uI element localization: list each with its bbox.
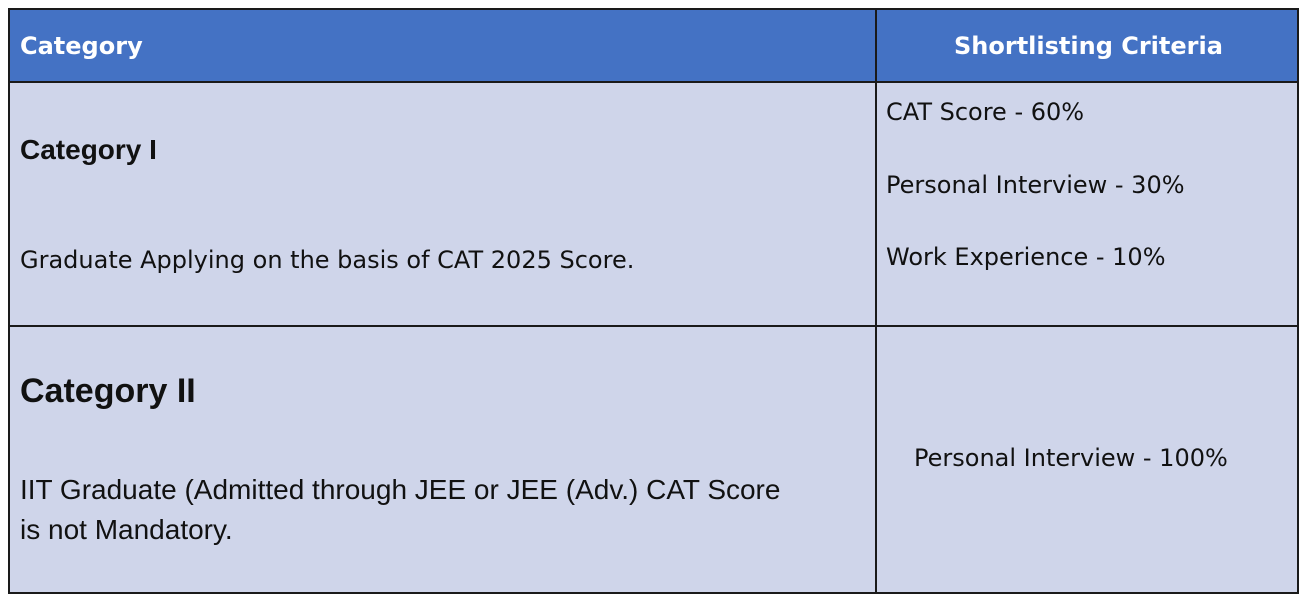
table-header: Category Shortlisting Criteria bbox=[10, 10, 1297, 82]
row-2-description-line: IIT Graduate (Admitted through JEE or JE… bbox=[20, 474, 781, 505]
criteria-table: Category Shortlisting Criteria Category … bbox=[8, 8, 1299, 594]
header-category: Category bbox=[20, 32, 143, 60]
row-1-title: Category I bbox=[20, 134, 157, 165]
row-1-description: Graduate Applying on the basis of CAT 20… bbox=[20, 246, 635, 274]
row-1-criterion: CAT Score - 60% bbox=[886, 98, 1085, 126]
column-divider bbox=[875, 10, 877, 592]
table-body: Category I Graduate Applying on the basi… bbox=[10, 82, 1297, 592]
header-criteria: Shortlisting Criteria bbox=[954, 32, 1223, 60]
row-2-title: Category II bbox=[20, 372, 196, 410]
divider bbox=[10, 81, 1297, 83]
row-2-criterion: Personal Interview - 100% bbox=[914, 444, 1228, 472]
row-1-criterion: Personal Interview - 30% bbox=[886, 171, 1185, 199]
divider bbox=[10, 325, 1297, 327]
row-2-description-line: is not Mandatory. bbox=[20, 514, 233, 545]
row-1-criterion: Work Experience - 10% bbox=[886, 243, 1166, 271]
